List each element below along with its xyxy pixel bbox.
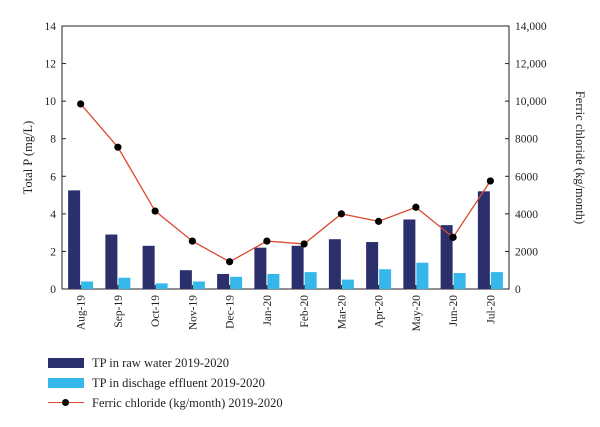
ferric-chloride-point [375, 217, 383, 225]
ferric-chloride-point [412, 203, 420, 211]
bar-effluent [304, 272, 317, 289]
ferric-chloride-point [151, 207, 159, 215]
x-tick-label: Jun-20 [448, 295, 460, 327]
ferric-chloride-point [486, 177, 494, 185]
bar-raw-water [105, 234, 118, 289]
ferric-chloride-point [337, 210, 345, 218]
bar-raw-water [328, 239, 341, 289]
bar-raw-water [217, 273, 230, 289]
bar-effluent [341, 279, 354, 289]
bar-effluent [490, 272, 503, 289]
legend: TP in raw water 2019-2020 TP in dischage… [48, 353, 378, 413]
x-tick-label: Feb-20 [299, 295, 311, 328]
y-tick-label: 8 [50, 134, 56, 146]
legend-label-effluent: TP in dischage effluent 2019-2020 [92, 375, 265, 390]
x-tick-label: Aug-19 [76, 295, 88, 330]
bar-raw-water [68, 190, 81, 289]
bar-raw-water [142, 245, 155, 289]
legend-swatch-ferric-chloride [48, 397, 84, 409]
ferric-chloride-line [77, 100, 494, 266]
bar-raw-water [179, 270, 192, 289]
y-tick-label: 6 [50, 171, 56, 183]
y-tick-label: 10 [45, 96, 57, 108]
bar-effluent [416, 262, 429, 289]
bar-raw-water [366, 242, 379, 289]
legend-swatch-effluent [48, 378, 84, 388]
x-tick-label: Jan-20 [262, 295, 274, 326]
ferric-chloride-point [77, 100, 85, 108]
x-tick-label: Dec-19 [225, 295, 237, 329]
y2-tick-label: 0 [515, 284, 521, 296]
ferric-chloride-point [188, 237, 196, 245]
legend-label-raw-water: TP in raw water 2019-2020 [92, 355, 230, 370]
legend-item-raw-water: TP in raw water 2019-2020 [48, 353, 378, 373]
bars [68, 190, 503, 289]
y2-tick-label: 10,000 [515, 96, 547, 108]
legend-item-ferric-chloride: Ferric chloride (kg/month) 2019-2020 [48, 393, 378, 413]
bar-raw-water [291, 245, 304, 289]
legend-item-effluent: TP in dischage effluent 2019-2020 [48, 373, 378, 393]
x-tick-label: May-20 [411, 295, 423, 332]
bar-effluent [379, 269, 392, 289]
y-tick-label: 14 [45, 21, 57, 33]
bar-effluent [118, 277, 131, 289]
y2-tick-label: 8000 [515, 134, 538, 146]
y2-tick-label: 2000 [515, 246, 538, 258]
y-axis: 0 2 4 6 8 10 12 14 [45, 21, 66, 296]
bar-raw-water [403, 219, 416, 289]
y-tick-label: 2 [50, 246, 56, 258]
x-tick-label: Oct-19 [150, 295, 162, 327]
y2-axis-title: Ferric chloride (kg/month) [573, 91, 587, 224]
y-axis-title: Total P (mg/L) [21, 121, 35, 195]
ferric-chloride-path [80, 103, 491, 263]
ferric-chloride-point [114, 143, 122, 151]
y2-tick-label: 14,000 [515, 21, 547, 33]
ferric-chloride-point [300, 240, 308, 248]
bar-effluent [192, 281, 205, 289]
y2-tick-label: 12,000 [515, 59, 547, 71]
y2-axis: 0 2000 4000 6000 8000 10,000 12,000 14,000 [505, 21, 547, 296]
y-tick-label: 12 [45, 59, 57, 71]
plot-area [61, 25, 510, 290]
y2-tick-label: 6000 [515, 171, 538, 183]
x-axis: Aug-19 Sep-19 Oct-19 Nov-19 Dec-19 Jan-20 Feb-… [76, 285, 497, 332]
bar-effluent [267, 273, 280, 289]
bar-raw-water [440, 225, 453, 289]
x-tick-label: Sep-19 [113, 295, 125, 328]
ferric-chloride-point [263, 237, 271, 245]
ferric-chloride-point [449, 233, 457, 241]
legend-swatch-raw-water [48, 358, 84, 368]
bar-raw-water [254, 247, 267, 289]
x-tick-label: Mar-20 [336, 295, 348, 330]
x-tick-label: Apr-20 [374, 295, 386, 328]
legend-label-ferric-chloride: Ferric chloride (kg/month) 2019-2020 [92, 395, 283, 410]
bar-effluent [230, 276, 243, 289]
y-tick-label: 4 [50, 209, 56, 221]
x-tick-label: Jul-20 [485, 295, 497, 324]
y-tick-label: 0 [50, 284, 56, 296]
x-tick-label: Nov-19 [187, 295, 199, 330]
bar-effluent [81, 281, 94, 289]
y2-tick-label: 4000 [515, 209, 538, 221]
bar-effluent [155, 283, 168, 289]
bar-raw-water [477, 191, 490, 289]
bar-effluent [453, 273, 466, 289]
ferric-chloride-point [226, 258, 234, 266]
